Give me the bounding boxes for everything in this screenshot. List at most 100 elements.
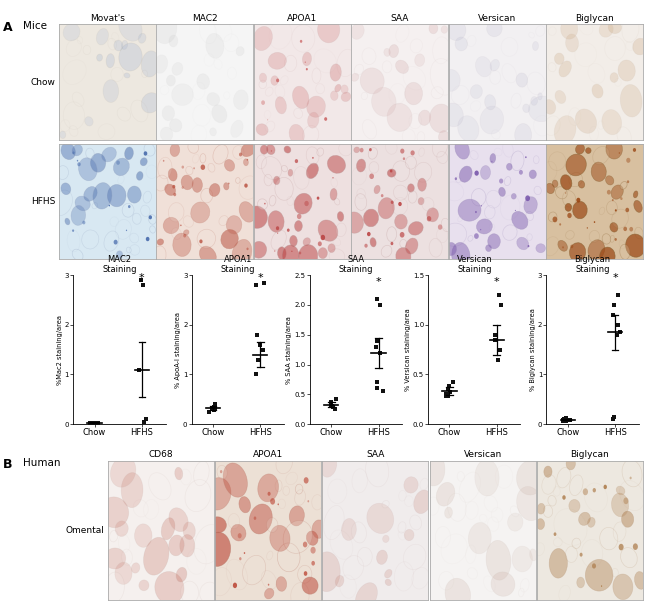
Ellipse shape [141,51,159,77]
Ellipse shape [554,508,587,545]
Ellipse shape [271,76,278,85]
Ellipse shape [111,67,124,82]
Point [259,278,269,287]
Ellipse shape [620,84,642,117]
Ellipse shape [316,84,324,94]
Ellipse shape [592,84,603,98]
Point [139,417,150,427]
Ellipse shape [471,101,481,112]
Ellipse shape [502,225,517,241]
Ellipse shape [626,42,634,50]
Circle shape [277,233,278,234]
Ellipse shape [183,216,194,227]
Ellipse shape [531,96,538,105]
Ellipse shape [158,158,172,179]
Point [443,385,453,395]
Ellipse shape [298,565,312,583]
Ellipse shape [192,82,205,99]
Ellipse shape [404,496,413,507]
Circle shape [369,173,374,179]
Ellipse shape [410,39,422,53]
Ellipse shape [328,479,347,504]
Ellipse shape [241,142,256,156]
Circle shape [183,234,186,238]
Ellipse shape [579,21,593,35]
Ellipse shape [619,481,644,511]
Circle shape [607,190,611,195]
Point [86,419,96,428]
Circle shape [303,542,307,547]
Ellipse shape [146,165,157,179]
Ellipse shape [476,219,492,234]
Ellipse shape [448,493,466,521]
Ellipse shape [101,147,116,162]
Ellipse shape [63,24,80,41]
Ellipse shape [558,241,567,251]
Ellipse shape [444,182,463,201]
Ellipse shape [306,531,318,545]
Ellipse shape [536,244,545,253]
Ellipse shape [436,527,450,548]
Ellipse shape [333,238,341,246]
Ellipse shape [187,548,206,574]
Ellipse shape [445,578,471,606]
Ellipse shape [575,43,597,67]
Ellipse shape [537,504,545,514]
Circle shape [276,226,279,230]
Point [490,330,501,339]
Circle shape [244,184,248,188]
Ellipse shape [486,541,511,580]
Ellipse shape [276,576,287,591]
Ellipse shape [275,85,285,98]
Point [372,378,382,387]
Ellipse shape [442,70,460,92]
Ellipse shape [172,84,194,105]
Point [614,327,625,337]
Point [327,401,337,411]
Ellipse shape [459,472,480,502]
Ellipse shape [575,109,597,133]
Ellipse shape [197,229,216,248]
Ellipse shape [532,41,538,50]
Ellipse shape [317,148,324,156]
Circle shape [367,232,370,236]
Circle shape [619,152,620,154]
Ellipse shape [84,187,97,201]
Ellipse shape [126,247,131,253]
Ellipse shape [268,52,287,69]
Ellipse shape [286,472,298,485]
Circle shape [391,201,393,204]
Point [441,391,451,401]
Ellipse shape [374,185,380,194]
Ellipse shape [90,153,106,172]
Ellipse shape [205,478,231,510]
Ellipse shape [84,116,93,126]
Point [558,416,568,425]
Ellipse shape [354,147,359,153]
Ellipse shape [382,61,392,73]
Ellipse shape [211,568,231,596]
Ellipse shape [554,53,564,64]
Title: APOA1: APOA1 [253,450,283,459]
Ellipse shape [93,182,112,209]
Circle shape [629,227,633,231]
Circle shape [307,500,309,502]
Ellipse shape [155,571,184,604]
Circle shape [77,162,81,166]
Ellipse shape [191,125,207,144]
Ellipse shape [586,559,613,591]
Circle shape [528,245,530,247]
Ellipse shape [180,534,195,557]
Ellipse shape [622,460,642,487]
Ellipse shape [517,238,528,250]
Point [612,330,623,339]
Ellipse shape [226,216,242,234]
Ellipse shape [417,132,424,142]
Ellipse shape [260,145,268,154]
Ellipse shape [556,187,567,199]
Ellipse shape [427,497,439,515]
Circle shape [626,158,630,163]
Text: A: A [3,21,13,34]
Ellipse shape [107,184,126,207]
Ellipse shape [504,176,511,185]
